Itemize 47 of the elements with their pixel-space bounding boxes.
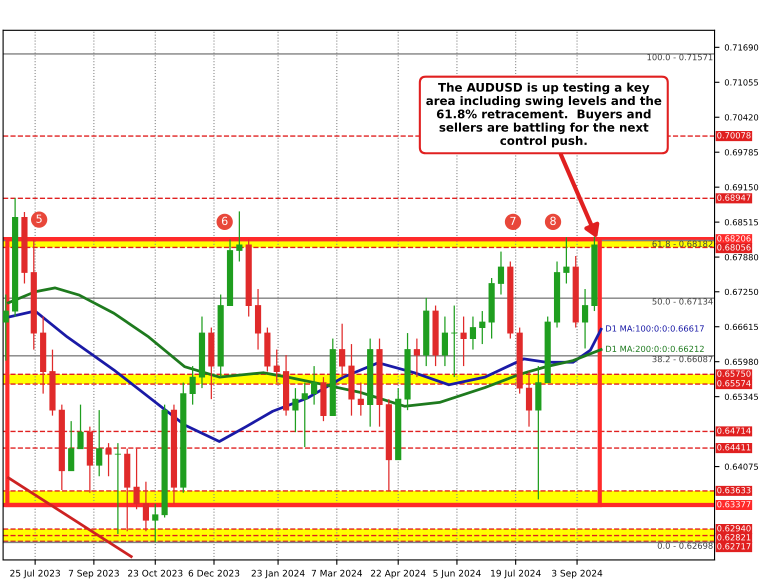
annotation: 6 — [222, 216, 228, 226]
x-tick-label: 23 Jan 2024 — [252, 570, 305, 578]
y-tick-label: 0.70420 — [724, 114, 758, 121]
annotation: 0.0 - 0.62698 — [658, 542, 713, 549]
ref-line-label: 0.63633 — [717, 487, 750, 494]
series-label: D1 MA:200:0:0:0.66212 — [606, 346, 704, 352]
x-tick-label: 25 Jul 2023 — [10, 570, 60, 578]
x-tick-label: 7 Sep 2023 — [68, 570, 119, 578]
x-tick-label: 6 Dec 2023 — [188, 570, 240, 577]
y-tick-label: 0.71055 — [724, 79, 758, 86]
annotation: 50.0 - 0.67134 — [652, 298, 713, 305]
y-tick-label: 0.67250 — [724, 288, 758, 296]
ref-line-label: 0.70078 — [717, 132, 751, 138]
y-tick-label: 0.69150 — [724, 184, 758, 190]
ref-line-label: 0.64411 — [717, 444, 750, 450]
x-tick-label: 19 Jul 2024 — [491, 570, 541, 578]
x-tick-label: 5 Jun 2024 — [433, 570, 481, 578]
series-label: D1 MA:100:0:0:0.66617 — [606, 325, 704, 332]
annotation: 61.8 - 0.68182 — [652, 240, 712, 247]
x-tick-label: 3 Sep 2024 — [552, 570, 602, 578]
x-tick-label: 22 Apr 2024 — [370, 570, 426, 578]
y-tick-label: 0.65345 — [724, 394, 758, 400]
ref-line-label: 0.68056 — [717, 244, 751, 251]
x-tick-label: 7 Mar 2024 — [312, 570, 362, 577]
y-tick-label: 0.66615 — [724, 324, 758, 330]
annotation: 100.0 - 0.71571 — [648, 54, 712, 60]
y-tick-label: 0.69785 — [724, 149, 758, 156]
ref-line-label: 0.63377 — [717, 501, 750, 508]
y-tick-label: 0.64075 — [724, 464, 758, 470]
ref-line-label: 0.65750 — [717, 370, 751, 377]
ref-line-label: 0.65574 — [717, 380, 751, 386]
y-tick-label: 0.71690 — [724, 44, 758, 51]
ref-line-label: 0.62940 — [717, 525, 751, 532]
annotation: 7 — [510, 216, 516, 225]
ref-line-label: 0.68947 — [717, 194, 750, 201]
annotation: 38.2 - 0.66087 — [652, 356, 713, 362]
ref-line-label: 0.68206 — [717, 235, 751, 242]
y-tick-label: 0.68515 — [724, 219, 758, 226]
y-tick-label: 0.65980 — [724, 358, 758, 365]
y-tick-label: 0.67880 — [724, 254, 758, 260]
x-tick-label: 23 Oct 2023 — [128, 570, 182, 577]
ref-line-label: 0.64714 — [717, 428, 751, 434]
annotation: The AUDUSD is up testing a key area including swing levels and the 61.8% retracement. Buyers and sellers are battling for the next control push. — [426, 82, 662, 148]
ref-line-label: 0.62717 — [717, 543, 750, 550]
ref-line-label: 0.62821 — [717, 534, 750, 540]
annotation: 5 — [36, 214, 42, 223]
annotation: 8 — [550, 216, 556, 226]
